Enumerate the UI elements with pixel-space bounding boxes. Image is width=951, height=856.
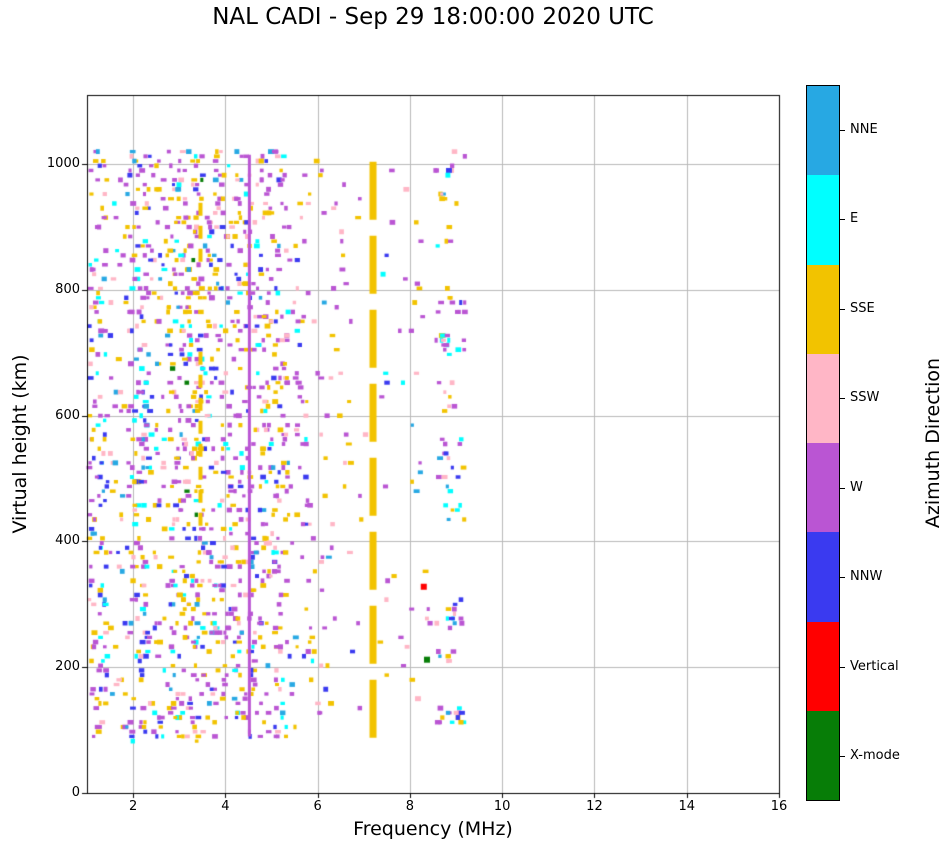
x-tick-label: 16	[770, 799, 788, 814]
y-tick-label: 800	[55, 281, 80, 297]
x-tick-label: 8	[405, 799, 415, 814]
colorbar-tick	[840, 309, 845, 310]
colorbar-tick	[840, 398, 845, 399]
x-tick-label: 6	[313, 799, 322, 814]
colorbar-tick-label-w: W	[850, 480, 863, 495]
x-tick-label: 2	[128, 799, 138, 814]
x-tick-label: 12	[586, 799, 603, 814]
colorbar-segment-x-mode	[807, 710, 839, 800]
colorbar-segment-e	[807, 175, 839, 265]
colorbar-segment-nnw	[807, 532, 839, 622]
y-axis-label: Virtual height (km)	[9, 354, 31, 534]
x-tick-label: 14	[678, 799, 695, 814]
azimuth-colorbar	[806, 85, 840, 801]
colorbar-tick	[840, 130, 845, 131]
colorbar-tick-label-nne: NNE	[850, 122, 878, 137]
colorbar-segment-vertical	[807, 621, 839, 711]
colorbar-tick	[840, 577, 845, 578]
y-tick-label: 600	[55, 407, 80, 423]
colorbar-segment-sse	[807, 264, 839, 354]
colorbar-segment-w	[807, 443, 839, 533]
colorbar-segment-nne	[807, 86, 839, 176]
x-tick-label: 10	[493, 799, 511, 814]
colorbar-tick	[840, 756, 845, 757]
colorbar-tick-label-e: E	[850, 211, 859, 226]
y-tick-label: 200	[55, 659, 80, 675]
colorbar-segment-ssw	[807, 353, 839, 443]
y-tick-label: 0	[71, 785, 80, 800]
y-tick-label: 1000	[46, 156, 80, 172]
x-tick-label: 4	[221, 799, 230, 814]
colorbar-tick-label-x-mode: X-mode	[850, 748, 900, 763]
colorbar-tick	[840, 219, 845, 220]
x-axis-label: Frequency (MHz)	[353, 818, 513, 840]
y-tick-label: 400	[55, 533, 80, 549]
colorbar-tick-label-nnw: NNW	[850, 569, 883, 584]
colorbar-tick-label-sse: SSE	[850, 301, 875, 316]
colorbar-tick	[840, 667, 845, 668]
colorbar-tick	[840, 488, 845, 489]
colorbar-tick-label-vertical: Vertical	[850, 659, 899, 674]
colorbar-label: Azimuth Direction	[922, 357, 944, 529]
colorbar-tick-label-ssw: SSW	[850, 390, 880, 405]
